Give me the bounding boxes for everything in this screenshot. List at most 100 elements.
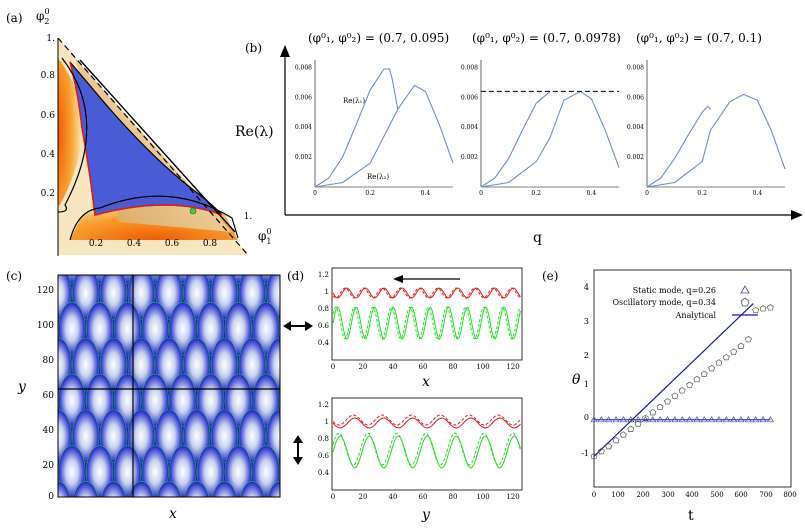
b-curve-label-2: Re(λ₂) [367,173,389,181]
static-mode-point [730,416,738,423]
pattern-blob [113,445,141,497]
static-mode-point [590,416,598,423]
d-ytick: 0.6 [318,452,330,460]
e-ytick: 3 [584,317,589,326]
oscillatory-mode-point [656,403,664,411]
horizontal-double-arrow-icon [283,321,313,331]
static-mode-point [737,416,745,423]
phase-diagram [58,38,248,256]
static-mode-point [744,416,752,423]
a-xtick: 1. [244,212,253,222]
e-xtick: 300 [661,491,674,499]
e-data-marks [590,303,775,460]
d-xtick: 120 [506,493,519,501]
d-top-yticks: 1.2 1 0.8 0.6 0.4 [318,271,330,347]
d-ytick: 0.8 [318,305,329,313]
b-xtick: 0.4 [753,190,763,197]
pattern-blob [58,481,71,497]
panel-c-xlabel: x [169,506,177,522]
static-mode-point [678,416,686,423]
c-ytick: 100 [37,321,54,331]
c-ytick: 60 [43,391,55,401]
a-ytick: 0.2 [41,189,55,199]
d-red-wave [332,414,521,426]
oscillatory-mode-point [671,392,679,399]
b-title-1: (φ⁰₁, φ⁰₂) = (0.7, 0.095) [308,31,449,45]
pattern-heatmap [58,275,308,499]
b-xtick: 0.4 [587,190,597,197]
a-xtick: 0.2 [89,239,103,249]
oscillatory-mode-point [759,305,767,312]
static-mode-point [656,416,664,423]
a-ytick: 0.4 [41,150,56,160]
static-mode-point [634,416,642,423]
static-mode-point [766,416,775,423]
d-green-wave [332,432,521,466]
panel-a-xticks: 0.2 0.4 0.6 0.8 1. [89,212,253,249]
pattern-blob [224,445,252,497]
static-mode-point [612,416,620,423]
b-ytick: 0.006 [295,94,312,101]
legend-entry-analytical: Analytical [675,311,717,320]
legend-entry-static: Static mode, q=0.26 [633,286,716,295]
oscillatory-mode-point [752,306,760,314]
oscillatory-mode-point [649,409,657,416]
static-mode-point [707,416,716,423]
b-series-line [480,90,551,188]
d-ytick: 0.6 [318,322,330,330]
oscillatory-mode-point [634,420,642,427]
d-xtick: 0 [331,493,335,501]
panel-d: (d) 1.2 1 0.8 0.6 0.4 1.2 1 0.8 0.6 0.4 … [287,267,523,523]
pattern-blob [281,446,308,499]
pattern-blob [58,445,86,497]
d-ytick: 1 [325,288,329,296]
c-ytick: 120 [37,286,54,296]
panel-a-label: (a) [6,11,23,25]
panel-d-label: (d) [287,269,304,283]
oscillatory-mode-point [619,431,627,438]
a-ytick: 0.8 [41,71,56,81]
c-ytick: 0 [48,492,54,502]
red-boundary-left [69,61,96,216]
e-xtick: 600 [734,491,747,499]
panel-a-yticks: 1. 0.8 0.6 0.4 0.2 [41,34,56,199]
pattern-blob [239,481,265,497]
b-ytick: 0.006 [627,94,644,101]
b-series-line [646,105,711,188]
d-xtick: 80 [449,493,458,501]
c-ytick: 40 [43,426,55,436]
b-ytick: 0.004 [627,124,644,131]
static-mode-point [641,416,650,423]
d-xtick: 40 [389,493,398,501]
oscillatory-mode-point [744,336,752,343]
b-ytick: 0.002 [295,154,312,161]
b-x-arrowhead [791,210,803,220]
pattern-blob [281,302,308,355]
oscillatory-mode-point [664,398,671,405]
d-xtick: 80 [449,363,458,371]
b-ytick: 0.008 [461,64,478,71]
e-ytick: 1 [584,380,589,389]
d-ytick: 0.8 [318,435,329,443]
left-arrow-icon [393,275,403,283]
static-mode-point [759,416,767,423]
static-mode-point [663,416,672,423]
panel-e: (e) θ t 4 3 2 1 0 -1 0 100 200 300 400 5… [542,269,797,524]
oscillatory-mode-point [715,359,723,366]
pattern-blob [252,445,280,497]
d-xtick: 100 [476,363,489,371]
d-bottom-xlabel: y [421,507,431,523]
d-xtick: 20 [359,493,368,501]
pattern-blob [156,481,182,497]
panel-c-label: (c) [6,269,22,283]
e-xtick: 100 [611,491,624,499]
panel-b-subplots: 0.008 0.006 0.004 0.002 0 0.2 0.4 0.008 0.006 0.0… [295,60,786,197]
d-ytick: 0.4 [318,339,330,347]
b-series-line [314,84,454,188]
d-ytick: 1.2 [318,401,329,409]
e-xtick: 200 [636,491,649,499]
oscillatory-mode-point [627,425,635,432]
panel-c-yticks: 120 100 80 60 40 20 0 [37,286,54,502]
pentagon-marker-icon [740,297,750,307]
